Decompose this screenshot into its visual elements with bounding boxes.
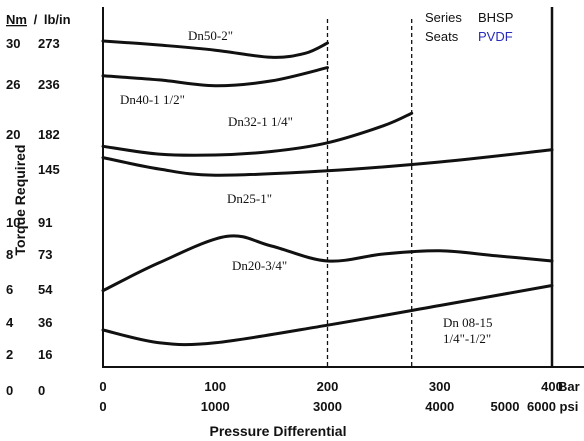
series-line-6 bbox=[101, 284, 554, 347]
y-header-separator: / bbox=[34, 12, 38, 27]
x-tick-psi: 0 bbox=[99, 399, 106, 414]
x-tick-bar: 400 bbox=[541, 379, 563, 394]
y-tick-lbin: 36 bbox=[38, 315, 52, 330]
y-tick-nm: 0 bbox=[6, 383, 13, 398]
series-label-4: Dn25-1" bbox=[227, 191, 272, 206]
x-tick-bar: 100 bbox=[204, 379, 226, 394]
x-tick-psi: 4000 bbox=[425, 399, 454, 414]
y-axis-title: Torque Required bbox=[12, 145, 28, 256]
x-tick-psi: 5000 bbox=[491, 399, 520, 414]
x-tick-bar: 200 bbox=[317, 379, 339, 394]
series-line-1 bbox=[101, 39, 329, 59]
series-line-2 bbox=[101, 66, 329, 88]
y-tick-lbin: 0 bbox=[38, 383, 45, 398]
legend: Series BHSP Seats PVDF bbox=[425, 10, 513, 44]
x-unit-psi: 6000 psi bbox=[527, 399, 578, 414]
legend-seats-label: Seats bbox=[425, 29, 459, 44]
y-header-lbin: lb/in bbox=[44, 12, 71, 27]
y-header: Nm / lb/in bbox=[6, 12, 71, 27]
y-tick-lbin: 54 bbox=[38, 282, 53, 297]
y-tick-nm: 2 bbox=[6, 347, 13, 362]
y-tick-labels: 30 273 26 236 20 182 145 10 91 8 73 6 54 4 36 2 16 0 0 bbox=[6, 36, 60, 398]
series-label-6: Dn 08-15 1/4"-1/2" bbox=[443, 315, 492, 346]
y-tick-lbin: 236 bbox=[38, 77, 60, 92]
y-tick-lbin: 16 bbox=[38, 347, 52, 362]
x-unit-bar: Bar bbox=[558, 379, 580, 394]
series-curves bbox=[101, 39, 554, 347]
y-tick-nm: 4 bbox=[6, 315, 14, 330]
series-label-line: Dn 08-15 bbox=[443, 315, 492, 330]
y-tick-nm: 26 bbox=[6, 77, 20, 92]
series-line-4 bbox=[101, 148, 554, 177]
reference-lines bbox=[326, 7, 554, 368]
series-label-line: 1/4"-1/2" bbox=[443, 331, 491, 346]
y-tick-nm: 8 bbox=[6, 247, 13, 262]
x-tick-bar: 0 bbox=[99, 379, 106, 394]
y-tick-lbin: 73 bbox=[38, 247, 52, 262]
y-tick-nm: 10 bbox=[6, 215, 20, 230]
series-label-3: Dn32-1 1/4" bbox=[228, 114, 293, 129]
y-tick-lbin: 182 bbox=[38, 127, 60, 142]
y-tick-lbin: 91 bbox=[38, 215, 52, 230]
y-tick-nm: 20 bbox=[6, 127, 20, 142]
y-tick-lbin: 273 bbox=[38, 36, 60, 51]
y-header-nm: Nm bbox=[6, 12, 27, 27]
y-tick-nm: 6 bbox=[6, 282, 13, 297]
series-line-3 bbox=[101, 111, 414, 157]
y-tick-lbin: 145 bbox=[38, 162, 60, 177]
legend-seats-value: PVDF bbox=[478, 29, 513, 44]
x-tick-bar: 300 bbox=[429, 379, 451, 394]
legend-series-label: Series bbox=[425, 10, 462, 25]
x-tick-labels: 0 0 100 1000 200 3000 300 4000 400 5000 bbox=[99, 379, 562, 414]
series-label-2: Dn40-1 1/2" bbox=[120, 92, 185, 107]
series-line-5 bbox=[101, 234, 554, 293]
series-labels: Dn50-2" Dn40-1 1/2" Dn32-1 1/4" Dn25-1" Dn20… bbox=[120, 28, 492, 346]
series-label-5: Dn20-3/4" bbox=[232, 258, 287, 273]
x-tick-psi: 3000 bbox=[313, 399, 342, 414]
x-axis-title: Pressure Differential bbox=[210, 423, 347, 439]
x-tick-psi: 1000 bbox=[201, 399, 230, 414]
legend-series-value: BHSP bbox=[478, 10, 513, 25]
series-label-1: Dn50-2" bbox=[188, 28, 233, 43]
y-tick-nm: 30 bbox=[6, 36, 20, 51]
